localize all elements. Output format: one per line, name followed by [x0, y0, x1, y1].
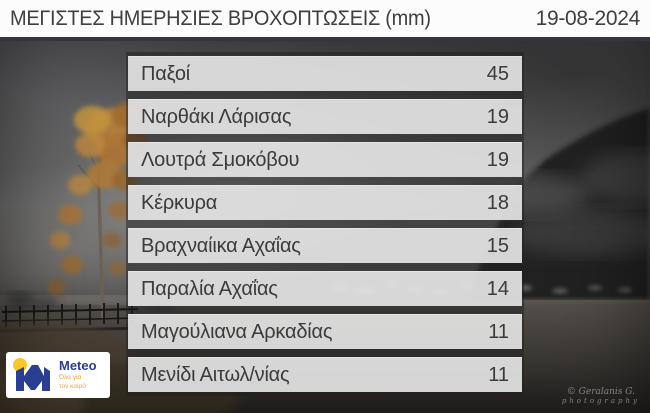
- rainfall-value: 11: [488, 363, 509, 386]
- watermark-credit: © Geralanis G.: [566, 387, 635, 397]
- table-row: Μενίδι Αιτωλ/νίας 11: [128, 357, 522, 392]
- rainfall-table: Παξοί 45 Ναρθάκι Λάρισας 19 Λουτρά Σμοκό…: [128, 56, 522, 392]
- table-row: Ναρθάκι Λάρισας 19: [128, 99, 522, 134]
- location-label: Παραλία Αχαΐας: [141, 277, 278, 300]
- meteo-brand-label: Meteo: [59, 358, 97, 374]
- location-label: Παξοί: [141, 62, 190, 85]
- meteo-tagline-line1: Όλα για: [59, 374, 82, 382]
- rainfall-value: 19: [486, 148, 509, 171]
- table-row: Παξοί 45: [128, 56, 522, 91]
- location-label: Μαγούλιανα Αρκαδίας: [141, 320, 333, 343]
- rainfall-value: 45: [486, 62, 509, 85]
- table-row: Κέρκυρα 18: [128, 185, 522, 220]
- watermark-photography: photography: [561, 397, 640, 405]
- meteo-logo: Meteo Όλα για τον καιρό: [6, 352, 110, 398]
- rainfall-value: 14: [486, 277, 509, 300]
- location-label: Κέρκυρα: [141, 191, 218, 214]
- header-bar: ΜΕΓΙΣΤΕΣ ΗΜΕΡΗΣΙΕΣ ΒΡΟΧΟΠΤΩΣΕΙΣ (mm) 19-…: [0, 0, 650, 41]
- rainfall-value: 18: [486, 191, 509, 214]
- table-row: Παραλία Αχαΐας 14: [128, 271, 522, 306]
- rainfall-value: 19: [486, 105, 509, 128]
- location-label: Βραχναίικα Αχαΐας: [141, 234, 301, 257]
- meteo-tagline-line2: τον καιρό: [59, 382, 86, 390]
- rainfall-value: 11: [488, 320, 509, 343]
- page-title: ΜΕΓΙΣΤΕΣ ΗΜΕΡΗΣΙΕΣ ΒΡΟΧΟΠΤΩΣΕΙΣ (mm): [10, 6, 431, 30]
- date-label: 19-08-2024: [535, 6, 641, 30]
- rainfall-value: 15: [486, 234, 509, 257]
- location-label: Ναρθάκι Λάρισας: [141, 105, 292, 128]
- table-row: Βραχναίικα Αχαΐας 15: [128, 228, 522, 263]
- autumn-tree: [47, 102, 147, 321]
- photo-watermark: © Geralanis G. photography: [562, 387, 640, 405]
- location-label: Λουτρά Σμοκόβου: [141, 148, 300, 171]
- table-row: Μαγούλιανα Αρκαδίας 11: [128, 314, 522, 349]
- location-label: Μενίδι Αιτωλ/νίας: [141, 363, 290, 386]
- table-row: Λουτρά Σμοκόβου 19: [128, 142, 522, 177]
- meteo-logo-text: Meteo Όλα για τον καιρό: [59, 359, 97, 390]
- meteo-m-icon: [13, 358, 50, 391]
